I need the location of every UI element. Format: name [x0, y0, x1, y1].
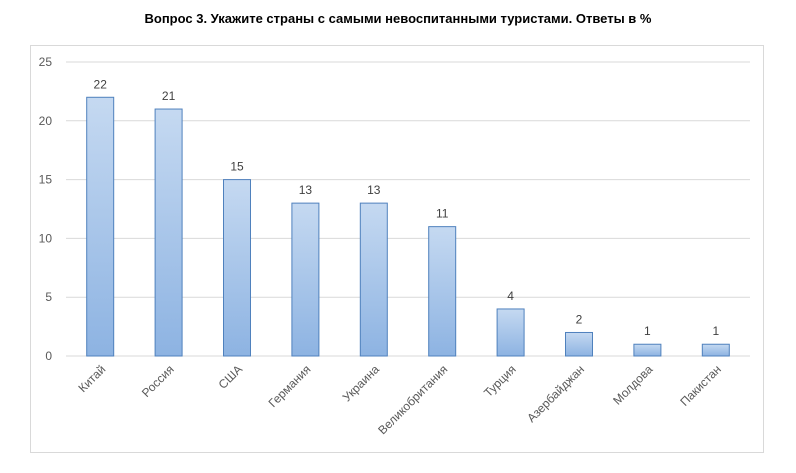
data-label: 11: [436, 207, 449, 221]
data-label: 1: [644, 324, 651, 338]
data-label: 13: [367, 183, 381, 197]
category-label: Азербайджан: [524, 362, 587, 425]
bars: [86, 96, 730, 357]
bar: [291, 202, 320, 357]
category-label: Молдова: [610, 362, 656, 408]
data-label: 13: [299, 183, 313, 197]
data-label: 1: [712, 324, 719, 338]
bar: [359, 202, 388, 357]
bar: [633, 343, 662, 357]
x-axis-category-labels: Китай Россия США Германия УкраинаВеликобрита…: [75, 362, 723, 437]
y-tick-label: 15: [39, 173, 53, 187]
bar: [223, 179, 251, 357]
y-tick-label: 25: [39, 55, 53, 69]
y-tick-label: 5: [45, 290, 52, 304]
y-axis-ticks: 0 5 10 15 20 25: [39, 55, 53, 363]
category-label: Украина: [340, 362, 382, 404]
bar: [701, 343, 730, 357]
data-label: 15: [230, 160, 244, 174]
category-label: Великобритания: [375, 362, 450, 437]
category-label: Пакистан: [677, 362, 724, 409]
category-label: США: [216, 362, 245, 391]
chart-frame: [30, 45, 764, 453]
category-label: Россия: [139, 362, 177, 400]
bar: [428, 226, 457, 357]
category-label: Турция: [481, 362, 519, 400]
data-label: 22: [94, 77, 108, 91]
chart-title: Вопрос 3. Укажите страны с самыми невосп…: [144, 11, 652, 26]
y-tick-label: 10: [39, 231, 53, 245]
y-tick-label: 0: [45, 349, 52, 363]
bar: [154, 108, 183, 357]
y-tick-label: 20: [39, 114, 53, 128]
category-label: Китай: [75, 362, 108, 395]
data-label: 2: [576, 312, 583, 326]
category-label: Германия: [266, 362, 314, 410]
bar: [86, 96, 115, 357]
bar: [496, 308, 525, 357]
bar: [565, 331, 593, 357]
data-label: 21: [162, 89, 176, 103]
data-label: 4: [507, 289, 514, 303]
